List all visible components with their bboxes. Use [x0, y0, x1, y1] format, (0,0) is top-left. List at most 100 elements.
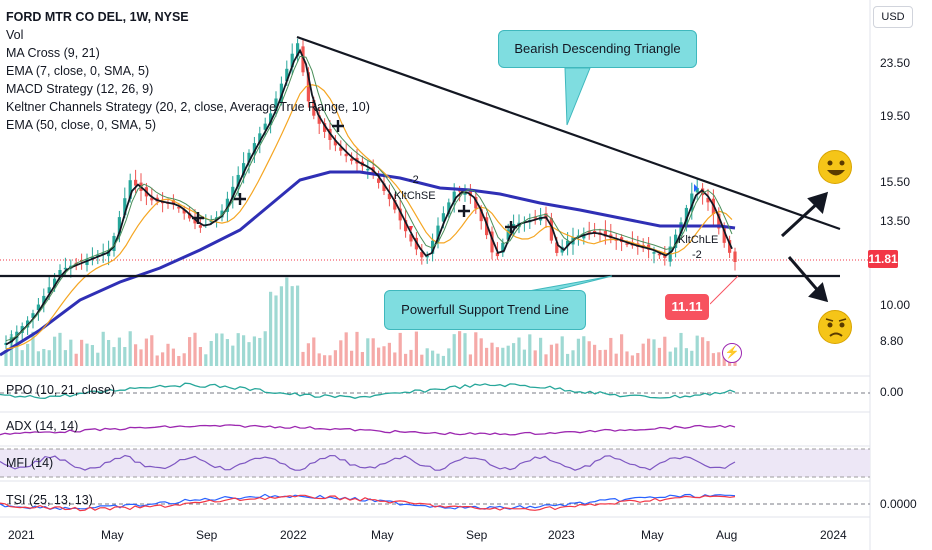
- volume-bar: [625, 351, 629, 366]
- candle-body: [733, 251, 737, 262]
- volume-bar: [323, 355, 327, 366]
- candle-body: [560, 246, 564, 253]
- volume-bar: [636, 353, 640, 366]
- adx-line: [0, 424, 736, 436]
- volume-bar: [112, 347, 116, 366]
- volume-bar: [630, 355, 634, 366]
- volume-bar: [31, 331, 35, 366]
- ema7-line: [5, 48, 733, 346]
- candle-body: [134, 179, 138, 186]
- volume-bar: [582, 336, 586, 366]
- volume-bar: [603, 349, 607, 366]
- legend-keltner[interactable]: Keltner Channels Strategy (20, 2, close,…: [6, 100, 370, 114]
- candle-body: [31, 313, 35, 318]
- time-label: 2022: [280, 528, 307, 542]
- candle-body: [501, 242, 505, 253]
- time-label: May: [641, 528, 664, 542]
- currency-button[interactable]: USD: [873, 6, 913, 28]
- volume-bar: [404, 353, 408, 366]
- volume-bar: [350, 350, 354, 366]
- candle-body: [441, 213, 445, 222]
- price-target-callout[interactable]: 11.11: [664, 293, 710, 321]
- volume-bar: [598, 350, 602, 366]
- legend-volume[interactable]: Vol: [6, 28, 24, 42]
- legend-ema50[interactable]: EMA (50, close, 0, SMA, 5): [6, 118, 157, 132]
- candle-body: [182, 209, 186, 214]
- legend-ma-cross[interactable]: MA Cross (9, 21): [6, 46, 100, 60]
- volume-bar: [285, 277, 289, 366]
- volume-bar: [80, 339, 84, 366]
- candle-body: [269, 113, 273, 125]
- candle-body: [339, 147, 343, 151]
- volume-bar: [107, 339, 111, 366]
- legend-macd-strategy[interactable]: MACD Strategy (12, 26, 9): [6, 82, 154, 96]
- strategy-long-label: KltChLE: [678, 234, 719, 246]
- ppo-pane-label[interactable]: PPO (10, 21, close): [6, 383, 116, 397]
- legend-ema7[interactable]: EMA (7, close, 0, SMA, 5): [6, 64, 150, 78]
- triangle-callout-pointer: [564, 67, 591, 126]
- price-label: 10.00: [880, 298, 911, 312]
- volume-bar: [576, 338, 580, 366]
- volume-bar: [501, 347, 505, 366]
- candle-body: [85, 259, 89, 266]
- support-callout[interactable]: Powerfull Support Trend Line: [384, 290, 586, 330]
- volume-bars: [4, 277, 737, 366]
- volume-bar: [463, 333, 467, 366]
- volume-bar: [36, 351, 40, 366]
- volume-bar: [296, 285, 300, 366]
- mfi-pane-label[interactable]: MFI (14): [6, 456, 54, 470]
- volume-bar: [134, 344, 138, 366]
- volume-bar: [706, 341, 710, 366]
- candle-body: [323, 123, 327, 132]
- volume-bar: [144, 338, 148, 366]
- candle-body: [63, 267, 67, 270]
- volume-bar: [495, 347, 499, 366]
- time-label: Aug: [716, 528, 738, 542]
- candle-body: [231, 186, 235, 199]
- smiling-face-icon: [818, 150, 852, 184]
- adx-pane-label[interactable]: ADX (14, 14): [6, 419, 79, 433]
- volume-bar: [231, 345, 235, 366]
- ema50-line: [0, 170, 736, 357]
- candle-body: [566, 240, 570, 247]
- candle-body: [252, 143, 256, 155]
- candle-body: [549, 218, 553, 241]
- candle-body: [47, 287, 51, 294]
- volume-bar: [26, 343, 30, 366]
- candle-body: [42, 295, 46, 304]
- candle-body: [279, 83, 283, 103]
- flash-icon[interactable]: ⚡: [722, 343, 742, 363]
- volume-bar: [360, 352, 364, 366]
- volume-bar: [468, 354, 472, 366]
- volume-bar: [371, 338, 375, 366]
- candle-body: [555, 242, 559, 253]
- volume-bar: [188, 337, 192, 366]
- candle-body: [404, 219, 408, 232]
- symbol-title[interactable]: FORD MTR CO DEL, 1W, NYSE: [6, 10, 189, 24]
- volume-bar: [150, 335, 154, 366]
- volume-bar: [528, 334, 532, 366]
- candle-body: [387, 193, 391, 200]
- volume-bar: [695, 335, 699, 366]
- triangle-callout[interactable]: Bearish Descending Triangle: [498, 30, 697, 68]
- volume-bar: [301, 351, 305, 366]
- tsi-line: [0, 493, 736, 511]
- volume-bar: [193, 332, 197, 366]
- volume-bar: [436, 353, 440, 366]
- candle-body: [285, 68, 289, 82]
- tsi-pane-label[interactable]: TSI (25, 13, 13): [6, 493, 93, 507]
- volume-bar: [128, 331, 132, 366]
- volume-bar: [155, 355, 159, 366]
- candle-body: [53, 278, 57, 288]
- volume-bar: [679, 332, 683, 366]
- volume-bar: [101, 331, 105, 366]
- volume-bar: [344, 332, 348, 366]
- candle-body: [15, 331, 19, 339]
- volume-bar: [587, 341, 591, 366]
- volume-bar: [96, 352, 100, 366]
- volume-bar: [312, 337, 316, 366]
- volume-bar: [236, 333, 240, 366]
- candle-body: [220, 210, 224, 218]
- candle-body: [177, 207, 181, 209]
